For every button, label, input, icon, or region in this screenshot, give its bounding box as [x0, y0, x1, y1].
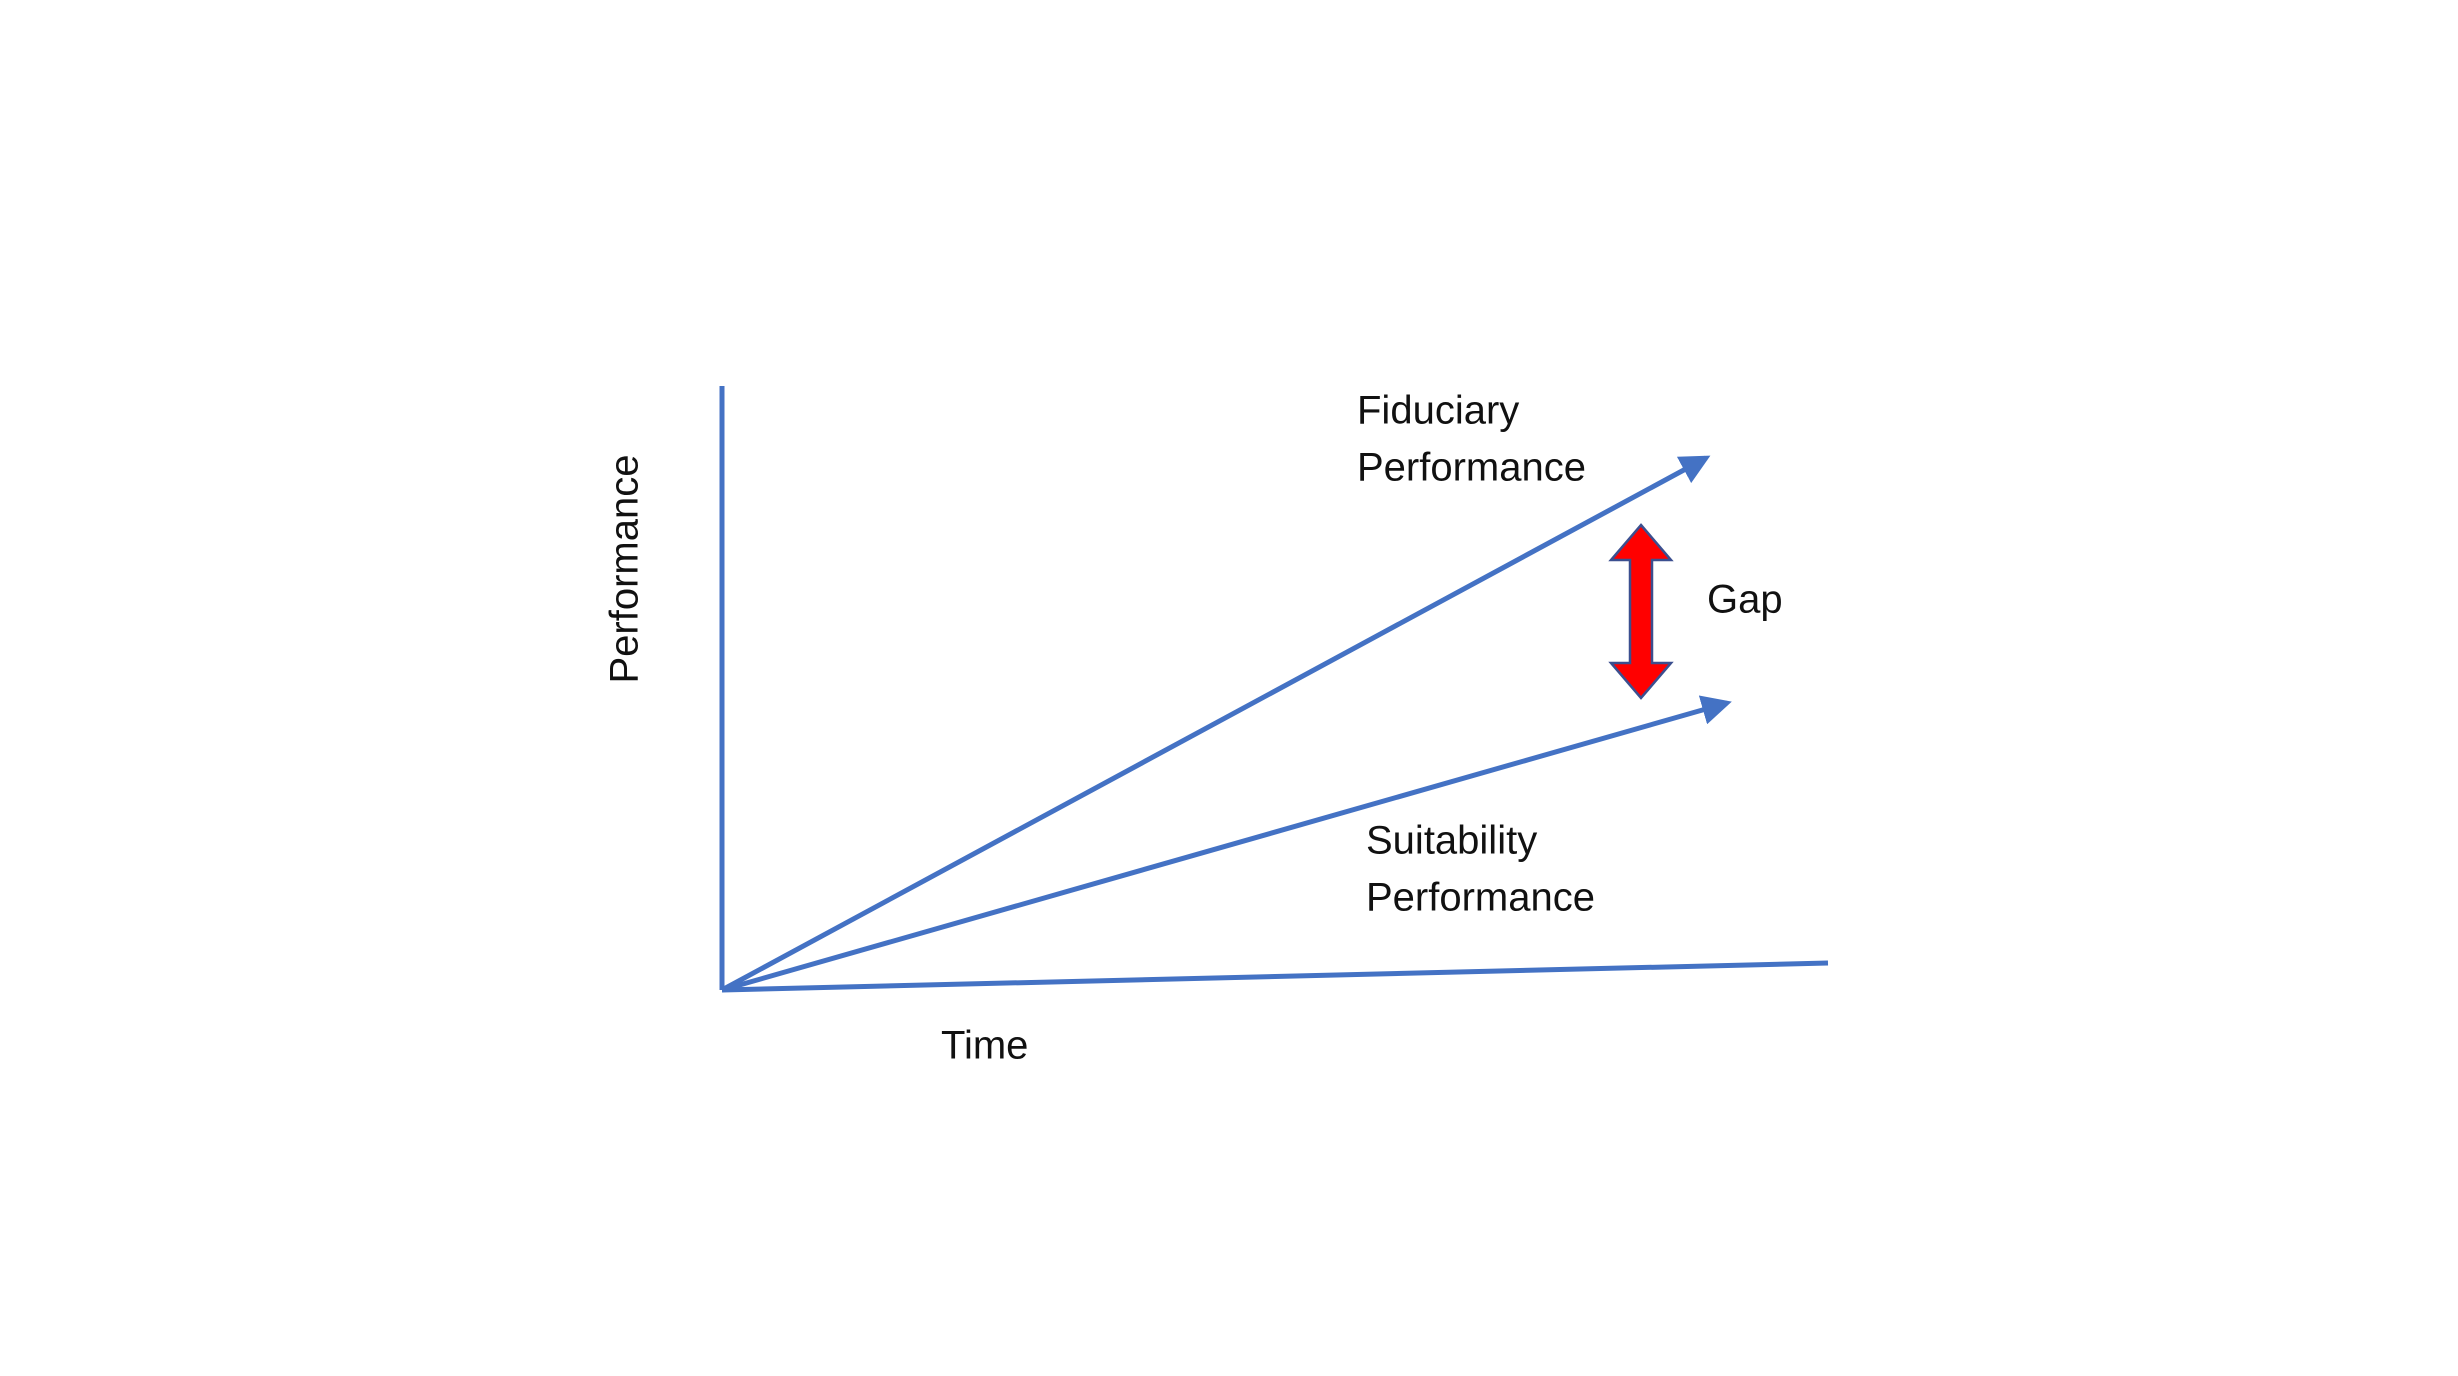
suitability-label: Suitability: [1366, 819, 1537, 863]
x-axis-label: Time: [941, 1024, 1028, 1068]
y-axis-label: Performance: [603, 455, 647, 684]
fiduciary-arrow: [720, 455, 1711, 993]
suitability-label: Performance: [1366, 876, 1595, 920]
suitability-arrow: [721, 695, 1732, 993]
fiduciary-label: Fiduciary: [1357, 389, 1519, 433]
gap-arrow: [1608, 523, 1674, 700]
gap-label: Gap: [1707, 578, 1783, 622]
fiduciary-label: Performance: [1357, 446, 1586, 490]
x-axis: [721, 960, 1829, 993]
